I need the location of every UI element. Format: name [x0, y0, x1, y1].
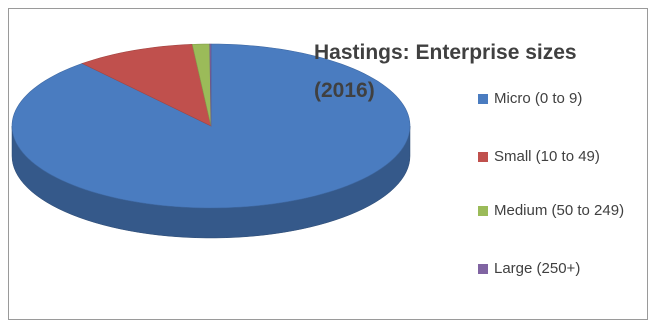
chart-border: [8, 8, 648, 320]
legend-swatch-large: [478, 264, 488, 274]
legend-item-micro: Micro (0 to 9): [478, 88, 638, 109]
legend-item-small: Small (10 to 49): [478, 146, 638, 167]
legend-swatch-small: [478, 152, 488, 162]
chart-title: Hastings: Enterprise sizes (2016): [314, 41, 577, 102]
legend-label-micro: Micro (0 to 9): [494, 90, 583, 107]
legend-swatch-medium: [478, 206, 488, 216]
legend-label-large: Large (250+): [494, 260, 581, 277]
legend-item-large: Large (250+): [478, 258, 638, 279]
pie-slice-3: [209, 43, 212, 127]
legend-label-small: Small (10 to 49): [494, 148, 600, 165]
pie-slice-1: [81, 44, 212, 127]
legend-item-medium: Medium (50 to 249): [478, 200, 628, 221]
legend-swatch-micro: [478, 94, 488, 104]
legend-label-medium: Medium (50 to 249): [494, 202, 625, 219]
